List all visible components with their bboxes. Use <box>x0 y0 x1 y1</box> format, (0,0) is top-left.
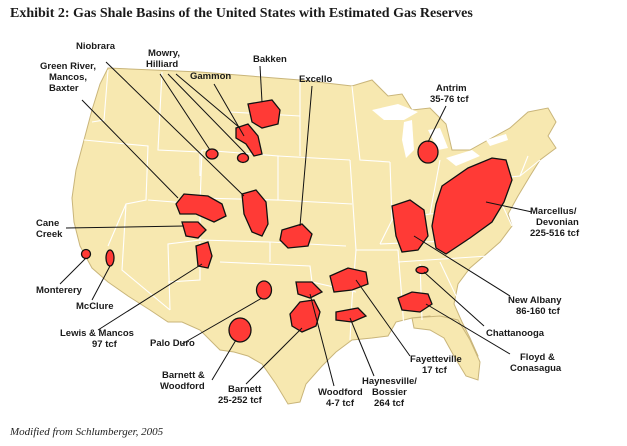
label-green-river: Green River, Mancos, Baxter <box>40 61 99 94</box>
label-fayetteville: Fayetteville 17 tcf <box>410 354 464 376</box>
basin-barnett <box>289 299 321 333</box>
label-chattanooga: Chattanooga <box>486 328 545 339</box>
label-mowry-hilliard: Mowry, Hilliard <box>146 48 183 70</box>
basin-niobrara <box>205 148 219 160</box>
label-gammon: Gammon <box>190 71 231 82</box>
basin-floyd-conasagua <box>397 291 433 313</box>
basin-monterey <box>80 248 92 260</box>
basin-mcclure <box>105 249 115 267</box>
label-marcellus: Marcellus/ Devonian 225-516 tcf <box>530 206 581 239</box>
basin-palo-duro <box>255 280 273 300</box>
label-monterery: Monterery <box>36 285 83 296</box>
label-niobrara: Niobrara <box>76 41 116 52</box>
basin-marcellus-devonian <box>431 157 513 255</box>
source-credit: Modified from Schlumberger, 2005 <box>10 426 164 438</box>
label-haynesville: Haynesville/ Bossier 264 tcf <box>362 376 420 409</box>
basin-lewis-mancos <box>195 241 213 269</box>
label-cane-creek: Cane Creek <box>36 218 63 240</box>
us-landmass <box>71 67 557 405</box>
basin-cane-creek <box>181 221 207 239</box>
basin-woodford <box>295 281 324 299</box>
basin-labels: Niobrara Green River, Mancos, Baxter Mow… <box>36 41 581 409</box>
basin-gammon <box>236 152 250 164</box>
basin-mancos-rocky <box>241 189 269 237</box>
label-barnett-woodford: Barnett & Woodford <box>160 370 207 392</box>
basin-antrim <box>417 140 439 164</box>
label-new-albany: New Albany 86-160 tcf <box>508 295 564 317</box>
basin-bakken <box>247 99 281 129</box>
basin-mowry-hilliard <box>235 123 263 157</box>
label-mcclure: McClure <box>76 301 113 312</box>
label-antrim: Antrim 35-76 tcf <box>430 83 469 105</box>
label-bakken: Bakken <box>253 54 287 65</box>
label-woodford: Woodford 4-7 tcf <box>318 387 365 409</box>
basin-green-river <box>175 193 227 223</box>
basin-chattanooga <box>415 265 429 275</box>
basin-barnett-woodford <box>228 317 252 343</box>
florida <box>411 315 481 381</box>
exhibit-title: Exhibit 2: Gas Shale Basins of the Unite… <box>10 6 473 21</box>
label-lewis-mancos: Lewis & Mancos 97 tcf <box>60 328 137 350</box>
leader-lines <box>59 61 533 387</box>
great-lakes <box>372 104 508 166</box>
label-barnett: Barnett 25-252 tcf <box>218 384 264 406</box>
label-palo-duro: Palo Duro <box>150 338 195 349</box>
basin-excello <box>279 223 313 249</box>
label-excello: Excello <box>299 74 332 85</box>
basin-haynesville <box>335 307 368 323</box>
basin-fayetteville <box>329 267 369 293</box>
label-floyd: Floyd & Conasagua <box>510 352 562 374</box>
